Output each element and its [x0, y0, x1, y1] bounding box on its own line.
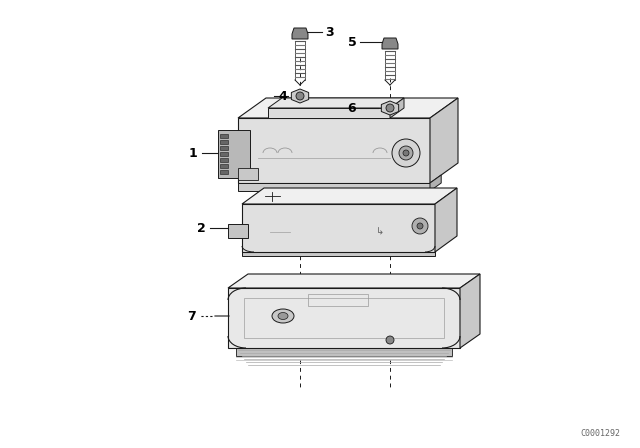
Polygon shape [238, 183, 430, 191]
Polygon shape [220, 164, 228, 168]
Circle shape [296, 92, 304, 100]
Polygon shape [268, 108, 390, 118]
Text: C0001292: C0001292 [580, 429, 620, 438]
Circle shape [386, 104, 394, 112]
Text: ↳: ↳ [376, 226, 384, 236]
Circle shape [392, 139, 420, 167]
Polygon shape [238, 118, 430, 183]
Polygon shape [242, 204, 435, 252]
Polygon shape [292, 28, 308, 39]
Circle shape [412, 218, 428, 234]
Text: 2: 2 [196, 221, 205, 234]
Polygon shape [220, 158, 228, 162]
Polygon shape [220, 140, 228, 144]
Polygon shape [218, 130, 250, 178]
Polygon shape [228, 224, 248, 238]
Polygon shape [268, 98, 404, 108]
Text: 5: 5 [348, 35, 356, 48]
Polygon shape [242, 252, 435, 256]
Polygon shape [238, 168, 258, 180]
Text: 4: 4 [278, 90, 287, 103]
Polygon shape [236, 348, 452, 356]
Ellipse shape [278, 313, 288, 319]
Polygon shape [390, 98, 404, 118]
Polygon shape [430, 175, 441, 191]
Polygon shape [381, 101, 399, 115]
Circle shape [417, 223, 423, 229]
Text: 1: 1 [189, 146, 197, 159]
Polygon shape [238, 98, 458, 118]
Bar [244, 298, 444, 338]
Polygon shape [430, 98, 458, 183]
Polygon shape [220, 170, 228, 174]
Polygon shape [228, 288, 460, 348]
Polygon shape [242, 188, 457, 204]
Polygon shape [228, 274, 480, 288]
Text: 6: 6 [348, 102, 356, 115]
Text: 7: 7 [187, 310, 195, 323]
Polygon shape [220, 146, 228, 150]
Circle shape [399, 146, 413, 160]
Text: 3: 3 [326, 26, 334, 39]
Polygon shape [291, 89, 308, 103]
Bar [308, 294, 368, 306]
Circle shape [386, 336, 394, 344]
Polygon shape [382, 38, 398, 49]
Ellipse shape [272, 309, 294, 323]
Polygon shape [220, 152, 228, 156]
Polygon shape [435, 188, 457, 252]
Polygon shape [460, 274, 480, 348]
Polygon shape [220, 134, 228, 138]
Circle shape [403, 150, 409, 156]
